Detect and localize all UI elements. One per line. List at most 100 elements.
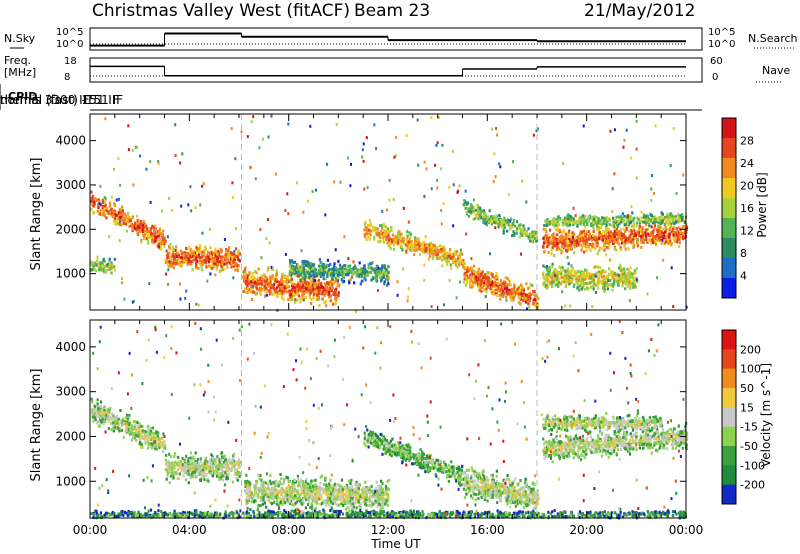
range-cell [615, 215, 618, 219]
range-cell [147, 241, 150, 245]
range-cell [613, 237, 616, 240]
range-cell [529, 282, 532, 286]
range-cell [161, 436, 164, 440]
range-cell [220, 265, 223, 269]
range-cell [612, 270, 615, 274]
range-cell [194, 265, 198, 269]
range-cell [674, 231, 677, 235]
range-cell [120, 215, 123, 219]
range-cell [310, 297, 313, 301]
range-cell [551, 280, 554, 284]
range-cell [598, 228, 601, 232]
range-cell [90, 190, 93, 194]
range-cell [561, 249, 564, 253]
range-cell [290, 294, 293, 298]
range-cell [171, 254, 174, 258]
range-cell [270, 286, 273, 290]
range-cell [453, 258, 456, 261]
range-cell [547, 270, 550, 274]
range-cell [213, 265, 216, 269]
range-cell [104, 203, 107, 207]
range-cell [108, 201, 112, 205]
range-cell [482, 278, 485, 282]
range-cell [638, 227, 641, 231]
range-cell [641, 233, 644, 236]
range-cell [644, 215, 647, 219]
range-cell [135, 428, 138, 432]
range-cell [101, 208, 104, 212]
range-cell [164, 261, 167, 265]
range-cell [102, 267, 105, 271]
range-cell [621, 284, 624, 288]
range-cell [325, 285, 329, 289]
range-cell [223, 238, 226, 241]
range-cell [350, 270, 353, 274]
range-cell [214, 259, 217, 263]
range-cell [447, 259, 450, 263]
range-cell [118, 426, 122, 430]
range-cell [120, 418, 123, 422]
range-cell [623, 277, 626, 281]
range-cell [260, 275, 263, 279]
range-cell [232, 196, 235, 199]
range-cell [651, 217, 654, 221]
range-cell [306, 264, 309, 268]
range-cell [330, 267, 333, 271]
range-cell [576, 281, 579, 285]
range-cell [188, 262, 191, 266]
range-cell [236, 269, 239, 273]
range-cell [121, 217, 124, 221]
range-cell [467, 214, 470, 218]
range-cell [223, 262, 226, 266]
range-cell [678, 241, 681, 245]
range-cell [632, 223, 636, 227]
range-cell [91, 202, 94, 206]
range-cell [599, 222, 602, 226]
range-cell [459, 251, 462, 255]
range-cell [632, 244, 635, 248]
range-cell [493, 220, 496, 224]
range-cell [381, 264, 384, 268]
range-cell [317, 264, 321, 268]
range-cell [481, 270, 484, 274]
range-cell [187, 254, 190, 258]
range-cell [402, 267, 405, 271]
range-cell [113, 265, 116, 269]
range-cell [517, 286, 520, 290]
range-cell [140, 240, 142, 244]
range-cell [547, 242, 550, 246]
range-cell [521, 292, 524, 296]
range-cell [625, 128, 628, 132]
range-cell [95, 269, 98, 273]
range-cell [296, 292, 299, 296]
range-cell [199, 203, 202, 207]
range-cell [430, 116, 433, 120]
range-cell [200, 260, 203, 264]
range-cell [131, 438, 134, 442]
range-cell [456, 190, 459, 194]
range-cell [464, 206, 467, 210]
range-cell [149, 445, 152, 449]
range-cell [683, 224, 686, 228]
range-cell [525, 293, 528, 297]
range-cell [652, 229, 655, 233]
range-cell [309, 265, 312, 269]
range-cell [640, 239, 643, 243]
range-cell [195, 256, 198, 260]
freq-label: Freq. [4, 54, 31, 67]
range-cell [619, 266, 622, 270]
range-cell [659, 225, 662, 229]
range-cell [122, 417, 125, 421]
range-cell [495, 126, 498, 130]
range-cell [612, 232, 615, 236]
range-cell [522, 294, 525, 298]
range-cell [436, 246, 439, 249]
range-cell [575, 237, 578, 241]
range-cell [394, 237, 398, 241]
range-cell [201, 250, 204, 254]
range-cell [518, 293, 521, 297]
range-cell [178, 253, 181, 257]
range-cell [117, 417, 120, 421]
range-cell [585, 245, 588, 249]
range-cell [291, 271, 294, 275]
